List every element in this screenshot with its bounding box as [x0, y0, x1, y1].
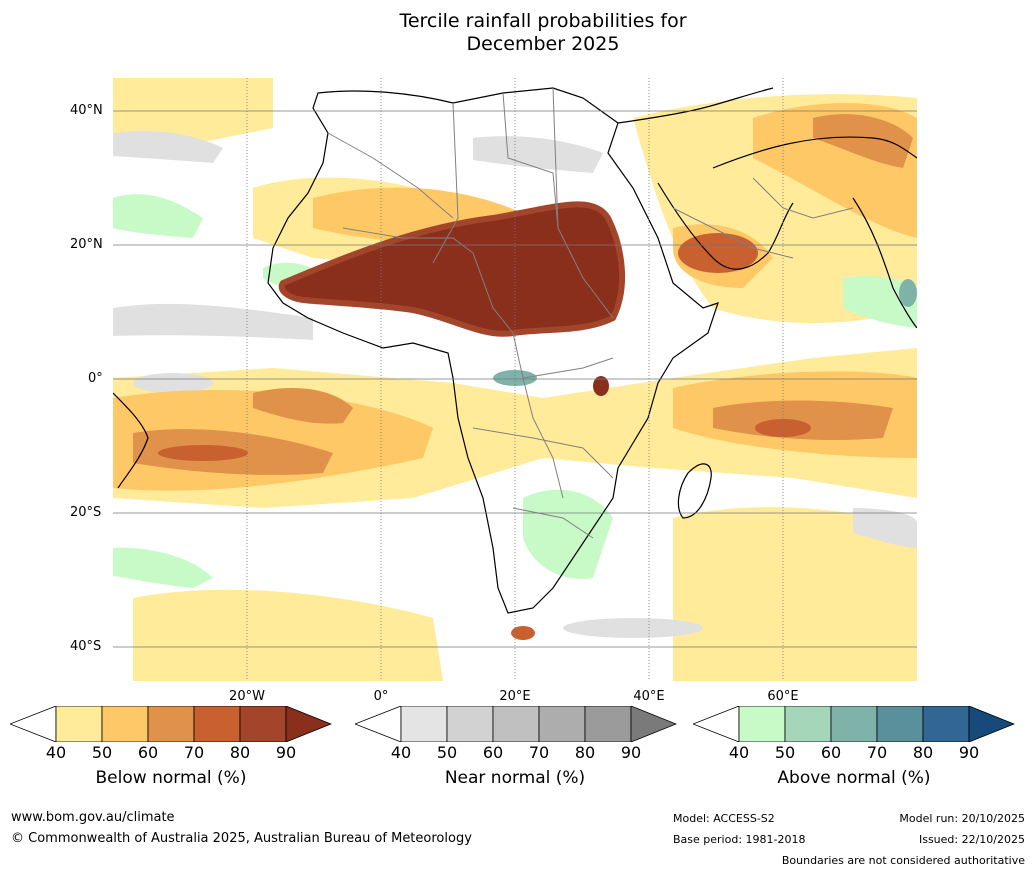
colorbar-near — [355, 706, 677, 742]
colorbar-below — [10, 706, 332, 742]
below-tick-90: 90 — [275, 743, 297, 762]
lat-label-40s: 40°S — [70, 639, 102, 654]
below-normal-80-ring — [278, 201, 625, 337]
above-swatch-70-80 — [876, 706, 924, 742]
below-swatch-60-70 — [147, 706, 195, 742]
lat-label-20s: 20°S — [70, 505, 102, 520]
below-normal-90-core — [281, 204, 623, 334]
coastlines — [113, 87, 917, 614]
above-swatch-60-70 — [830, 706, 878, 742]
footer-copyright: © Commonwealth of Australia 2025, Austra… — [11, 831, 472, 846]
below-swatch-40-50 — [55, 706, 103, 742]
above-swatch-50-60 — [784, 706, 832, 742]
lon-label-40e: 40°E — [633, 689, 665, 704]
above-tick-90: 90 — [958, 743, 980, 762]
chart-title: Tercile rainfall probabilities for Decem… — [0, 10, 1035, 56]
near-tick-70: 70 — [528, 743, 550, 762]
near-swatch-50-60 — [446, 706, 494, 742]
below-swatch-under — [10, 706, 57, 742]
rainfall-map — [113, 78, 917, 681]
boundaries-disclaimer: Boundaries are not considered authoritat… — [781, 854, 1025, 867]
above-swatch-under — [693, 706, 740, 742]
near-swatch-under — [355, 706, 402, 742]
below-tick-80: 80 — [229, 743, 251, 762]
below-normal-caption: Below normal (%) — [95, 768, 247, 788]
title-line-1: Tercile rainfall probabilities for — [399, 10, 687, 32]
lake-victoria-anomaly — [593, 376, 609, 396]
above-tick-60: 60 — [820, 743, 842, 762]
below-swatch-over — [285, 706, 332, 742]
below-tick-40: 40 — [45, 743, 67, 762]
above-tick-80: 80 — [912, 743, 934, 762]
lon-label-60e: 60°E — [767, 689, 799, 704]
below-tick-50: 50 — [91, 743, 113, 762]
lat-label-40n: 40°N — [70, 103, 103, 118]
above-tick-40: 40 — [728, 743, 750, 762]
near-tick-50: 50 — [436, 743, 458, 762]
below-swatch-50-60 — [101, 706, 149, 742]
near-swatch-over — [630, 706, 677, 742]
above-tick-50: 50 — [774, 743, 796, 762]
model-name: Model: ACCESS-S2 — [673, 812, 775, 825]
below-tick-70: 70 — [183, 743, 205, 762]
near-normal-caption: Near normal (%) — [444, 768, 586, 788]
below-tick-60: 60 — [137, 743, 159, 762]
issued-date: Issued: 22/10/2025 — [918, 833, 1025, 846]
country-borders — [327, 87, 854, 539]
lon-label-20w: 20°W — [229, 689, 265, 704]
above-swatch-40-50 — [738, 706, 786, 742]
near-swatch-40-50 — [400, 706, 448, 742]
below-swatch-80-90 — [239, 706, 287, 742]
near-swatch-60-70 — [492, 706, 540, 742]
model-run-date: Model run: 20/10/2025 — [899, 812, 1025, 825]
title-line-2: December 2025 — [466, 33, 620, 55]
below-normal-70-80-areas — [158, 233, 811, 640]
graticule — [113, 78, 917, 681]
lat-label-equator: 0° — [88, 371, 103, 386]
near-tick-90: 90 — [620, 743, 642, 762]
base-period: Base period: 1981-2018 — [673, 833, 806, 846]
colorbar-above — [693, 706, 1015, 742]
near-tick-60: 60 — [482, 743, 504, 762]
lat-label-20n: 20°N — [70, 237, 103, 252]
near-swatch-70-80 — [538, 706, 586, 742]
near-tick-80: 80 — [574, 743, 596, 762]
near-tick-40: 40 — [390, 743, 412, 762]
below-swatch-70-80 — [193, 706, 241, 742]
footer-url[interactable]: www.bom.gov.au/climate — [11, 810, 175, 825]
above-tick-70: 70 — [866, 743, 888, 762]
above-normal-caption: Above normal (%) — [777, 768, 931, 788]
near-normal-areas — [113, 131, 917, 638]
lon-label-20e: 20°E — [499, 689, 531, 704]
near-swatch-80-90 — [584, 706, 632, 742]
above-swatch-over — [968, 706, 1015, 742]
lon-label-0: 0° — [373, 689, 389, 704]
above-swatch-80-90 — [922, 706, 970, 742]
